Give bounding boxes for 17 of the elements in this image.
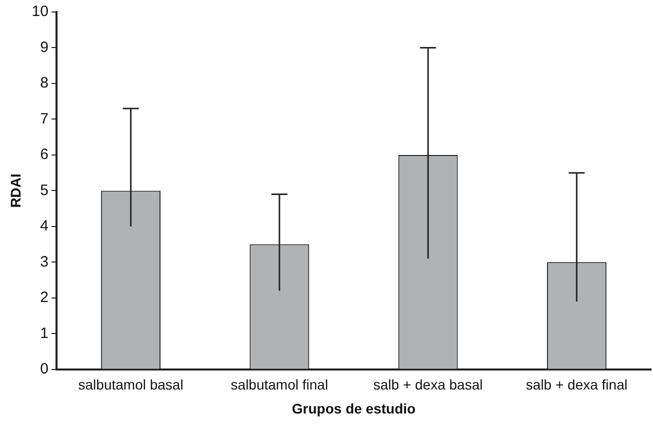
- x-tick-label: salb + dexa basal: [373, 376, 483, 393]
- y-tick-label: 6: [40, 146, 48, 164]
- y-tick-label: 7: [40, 110, 48, 128]
- y-tick-label: 3: [40, 253, 48, 270]
- x-tick-label: salbutamol final: [230, 376, 328, 393]
- y-axis-title: RDAI: [7, 174, 24, 208]
- y-tick-label: 0: [40, 360, 48, 378]
- x-axis-title: Grupos de estudio: [292, 400, 416, 416]
- y-tick-label: 2: [40, 289, 48, 306]
- y-tick-label: 9: [40, 38, 48, 56]
- x-tick-label: salb + dexa final: [526, 376, 628, 393]
- y-tick-label: 4: [40, 218, 48, 235]
- y-tick-label: 10: [32, 3, 48, 20]
- y-tick-label: 5: [40, 182, 48, 199]
- y-tick-label: 1: [40, 324, 48, 342]
- y-tick-label: 8: [40, 74, 48, 92]
- x-tick-label: salbutamol basal: [78, 376, 184, 393]
